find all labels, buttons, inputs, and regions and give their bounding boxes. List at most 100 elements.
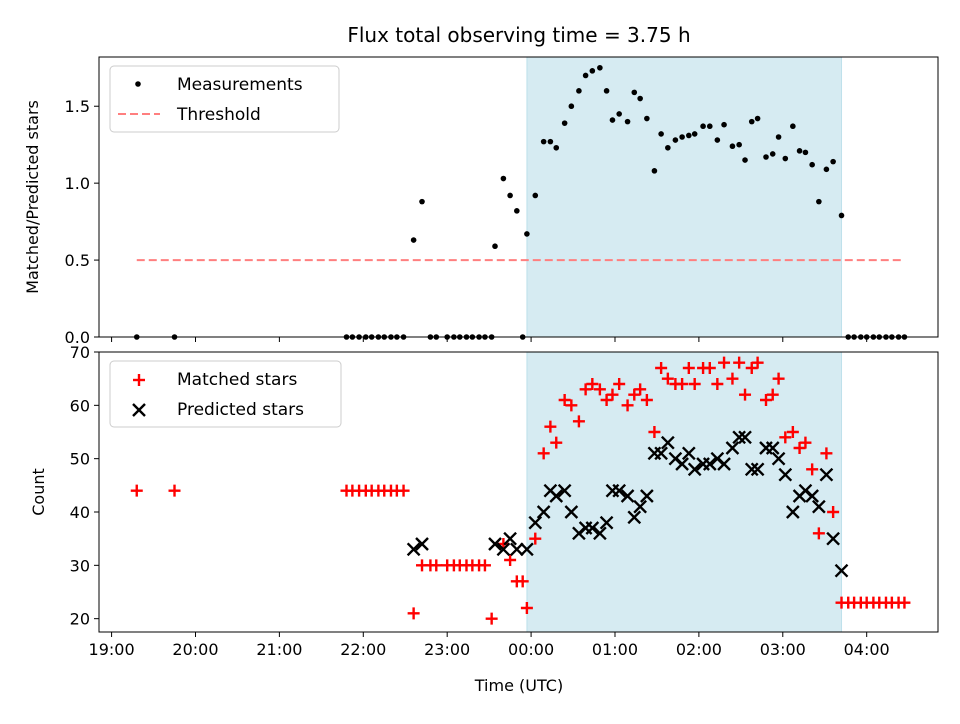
y-tick-label: 0.0: [65, 328, 90, 347]
x-tick-label: 20:00: [172, 640, 218, 659]
data-point: [718, 356, 731, 369]
data-point: [516, 575, 529, 588]
y-tick-label: 1.5: [65, 97, 90, 116]
data-point: [736, 141, 742, 148]
data-point: [655, 362, 668, 374]
data-point: [430, 559, 443, 572]
data-point: [651, 168, 658, 174]
y-tick-label: 60: [70, 396, 90, 415]
bottom-panel: 20 30 40 50 60 70 19:00 20:00 21:00 22:00 23:00 00…: [29, 343, 939, 695]
data-point: [606, 388, 619, 401]
data-point: [827, 506, 840, 518]
data-point: [654, 446, 668, 461]
data-point: [633, 499, 648, 514]
data-point: [640, 394, 653, 406]
data-point: [634, 383, 647, 396]
chart-title: Flux total observing time = 3.75 h: [347, 23, 690, 47]
legend-label-threshold: Threshold: [176, 105, 261, 125]
data-point: [679, 134, 685, 140]
data-point: [775, 134, 782, 140]
data-point: [478, 559, 491, 572]
data-point: [492, 243, 498, 250]
data-point: [568, 103, 575, 110]
data-point: [520, 542, 534, 557]
data-point: [558, 394, 571, 406]
x-tick-label: 02:00: [676, 640, 722, 659]
y-tick-label: 50: [70, 450, 90, 469]
data-point: [524, 231, 530, 237]
data-point: [834, 563, 849, 578]
legend-marker-measurements: [135, 81, 141, 87]
data-point: [725, 441, 740, 455]
x-tick-label: 23:00: [424, 640, 470, 659]
data-point: [397, 484, 410, 497]
y-tick-label: 0.5: [65, 251, 90, 270]
data-point: [754, 115, 761, 122]
data-point: [687, 462, 702, 477]
data-point: [796, 148, 803, 154]
series-predicted-stars: [406, 430, 849, 578]
bottom-panel-marks: [130, 356, 911, 625]
data-point: [809, 161, 815, 168]
data-point: [779, 431, 792, 444]
bottom-panel-frame: [98, 351, 939, 633]
data-point: [675, 457, 689, 471]
data-point: [547, 138, 554, 145]
data-point: [786, 505, 800, 519]
data-point: [717, 457, 731, 471]
y-tick-label: 70: [70, 343, 90, 362]
data-point: [644, 115, 650, 122]
data-point: [706, 123, 713, 130]
data-point: [565, 399, 578, 412]
data-point: [537, 447, 550, 460]
data-point: [616, 111, 622, 117]
data-point: [572, 415, 585, 428]
data-point: [415, 537, 429, 551]
data-point: [507, 192, 513, 199]
data-point: [406, 542, 421, 557]
series-matched-stars: [130, 356, 911, 625]
data-point: [561, 120, 568, 126]
data-point: [648, 426, 661, 438]
data-point: [640, 489, 654, 503]
x-tick-label: 21:00: [256, 640, 302, 659]
data-point: [760, 394, 773, 406]
data-point: [676, 378, 689, 390]
y-tick-label: 20: [70, 610, 90, 629]
data-point: [532, 192, 539, 199]
data-point: [823, 166, 830, 173]
legend-label-predicted-stars: Predicted stars: [177, 400, 304, 420]
data-point: [744, 462, 759, 477]
legend-label-measurements: Measurements: [177, 75, 303, 95]
data-point: [660, 435, 675, 450]
top-panel: 0.0 0.5 1.0 1.5 Flux total observing time =…: [23, 23, 939, 347]
x-axis-label: Time (UTC): [474, 676, 563, 695]
data-point: [711, 378, 724, 390]
data-point: [806, 463, 819, 476]
data-point: [665, 144, 671, 151]
data-point: [485, 612, 498, 625]
data-point: [790, 123, 796, 130]
data-point: [557, 483, 572, 498]
bottom-legend-box: [109, 360, 342, 428]
data-point: [766, 388, 779, 401]
data-point: [686, 132, 692, 139]
data-point: [750, 462, 765, 477]
data-point: [504, 554, 517, 566]
bottom-y-axis-label: Count: [29, 468, 48, 516]
data-point: [786, 426, 799, 438]
data-point: [765, 441, 780, 455]
data-point: [812, 499, 826, 514]
data-point: [503, 531, 517, 546]
data-point: [500, 175, 507, 182]
bottom-x-ticks: 19:00 20:00 21:00 22:00 23:00 00:00 01:00 02:00…: [89, 632, 890, 659]
data-point: [130, 484, 143, 497]
data-point: [599, 515, 614, 530]
y-tick-label: 40: [70, 503, 90, 522]
data-point: [748, 118, 755, 125]
data-point: [729, 143, 736, 150]
observing-window-shade: [526, 56, 843, 338]
data-point: [738, 430, 752, 445]
